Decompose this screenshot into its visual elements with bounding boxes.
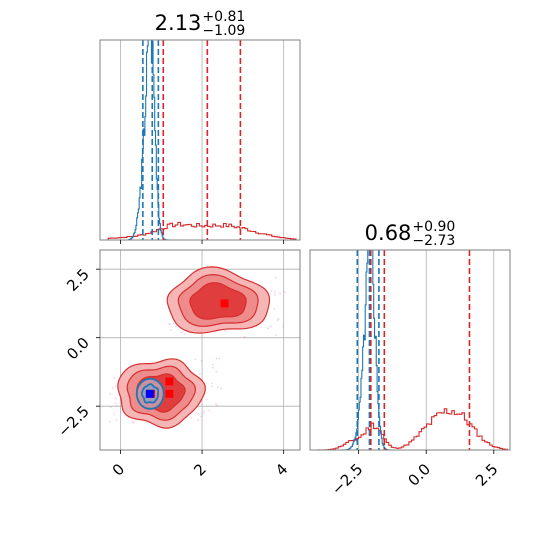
scatter-point bbox=[267, 327, 270, 330]
scatter-point bbox=[282, 325, 285, 328]
x-tick-label-left: 4 bbox=[272, 460, 291, 479]
scatter-point bbox=[203, 410, 206, 413]
scatter-point bbox=[111, 387, 114, 389]
scatter-point bbox=[217, 386, 219, 388]
scatter-point bbox=[202, 412, 205, 415]
scatter-point bbox=[197, 412, 200, 415]
red-mode-marker bbox=[165, 389, 174, 398]
scatter-point bbox=[194, 358, 197, 361]
scatter-point bbox=[119, 410, 122, 413]
scatter-point bbox=[243, 336, 246, 339]
scatter-point bbox=[200, 415, 203, 418]
scatter-point bbox=[215, 357, 218, 360]
scatter-point bbox=[114, 385, 117, 388]
panel1-title-minus: −1.09 bbox=[202, 23, 245, 39]
scatter-point bbox=[276, 319, 279, 322]
scatter-point bbox=[277, 318, 280, 320]
scatter-point bbox=[174, 325, 177, 327]
scatter-point bbox=[170, 328, 172, 331]
scatter-point bbox=[205, 398, 208, 401]
scatter-point bbox=[198, 373, 201, 375]
contour-group bbox=[109, 266, 286, 429]
scatter-point bbox=[114, 397, 117, 400]
panel-bottom-right-frame bbox=[309, 249, 511, 451]
panel1-title-value: 2.13 bbox=[155, 11, 202, 35]
x-tick-label-left: 0 bbox=[109, 460, 128, 479]
y-tick-label: 2.5 bbox=[63, 265, 93, 295]
blue-histogram-1 bbox=[128, 40, 178, 240]
scatter-point bbox=[273, 308, 276, 310]
scatter-point bbox=[109, 406, 112, 409]
y-tick-label: 0.0 bbox=[63, 334, 93, 364]
scatter-point bbox=[115, 418, 118, 421]
scatter-point bbox=[132, 421, 135, 424]
scatter-point bbox=[168, 323, 171, 325]
scatter-point bbox=[116, 404, 118, 407]
blue-mode-marker bbox=[145, 389, 154, 398]
x-tick-label-right: 0.0 bbox=[404, 460, 434, 490]
scatter-point bbox=[211, 366, 214, 369]
panel1-title: 2.13 +0.81−1.09 bbox=[155, 9, 246, 39]
scatter-point bbox=[283, 291, 286, 294]
scatter-point bbox=[211, 385, 213, 388]
scatter-point bbox=[218, 357, 220, 360]
scatter-point bbox=[215, 402, 217, 405]
scatter-point bbox=[243, 336, 246, 338]
x-tick-label-right: −2.5 bbox=[328, 460, 366, 498]
red-histogram-1 bbox=[107, 221, 297, 240]
scatter-point bbox=[215, 370, 218, 373]
scatter-point bbox=[114, 402, 117, 405]
scatter-point bbox=[208, 409, 211, 412]
scatter-point bbox=[270, 290, 273, 293]
scatter-point bbox=[184, 332, 187, 335]
scatter-point bbox=[220, 387, 222, 390]
panel-top-left-frame bbox=[99, 39, 301, 241]
panel1-title-plus: +0.81 bbox=[202, 9, 245, 25]
scatter-point bbox=[274, 276, 277, 279]
panel3-title-value: 0.68 bbox=[365, 221, 412, 245]
x-tick-label-right: 2.5 bbox=[472, 460, 502, 490]
scatter-point bbox=[279, 292, 281, 295]
scatter-point bbox=[131, 420, 134, 423]
y-tick-label: −2.5 bbox=[54, 402, 92, 440]
scatter-point bbox=[274, 293, 276, 296]
red-contour-0-2 bbox=[189, 282, 247, 320]
scatter-point bbox=[274, 334, 277, 336]
scatter-point bbox=[181, 331, 184, 334]
scatter-point bbox=[200, 360, 203, 362]
scatter-point bbox=[269, 325, 272, 328]
scatter-point bbox=[109, 420, 112, 423]
scatter-point bbox=[197, 418, 199, 421]
scatter-point bbox=[190, 416, 193, 419]
scatter-point bbox=[252, 280, 254, 283]
panel3-title-minus: −2.73 bbox=[412, 233, 455, 249]
scatter-point bbox=[216, 404, 219, 407]
scatter-point bbox=[274, 290, 276, 293]
x-tick-label-left: 2 bbox=[190, 460, 209, 479]
red-mode-marker bbox=[165, 377, 174, 386]
red-mode-marker bbox=[220, 299, 229, 308]
scatter-point bbox=[172, 322, 175, 325]
red-histogram-3 bbox=[317, 408, 508, 450]
panel-bottom-left-frame bbox=[99, 249, 301, 451]
scatter-point bbox=[224, 329, 227, 332]
scatter-point bbox=[113, 413, 116, 416]
panel3-title: 0.68 +0.90−2.73 bbox=[365, 219, 456, 249]
scatter-point bbox=[211, 382, 214, 385]
scatter-point bbox=[109, 392, 112, 395]
scatter-point bbox=[211, 363, 214, 366]
scatter-point bbox=[113, 376, 116, 379]
panel3-title-plus: +0.90 bbox=[412, 219, 455, 235]
scatter-point bbox=[169, 323, 172, 326]
